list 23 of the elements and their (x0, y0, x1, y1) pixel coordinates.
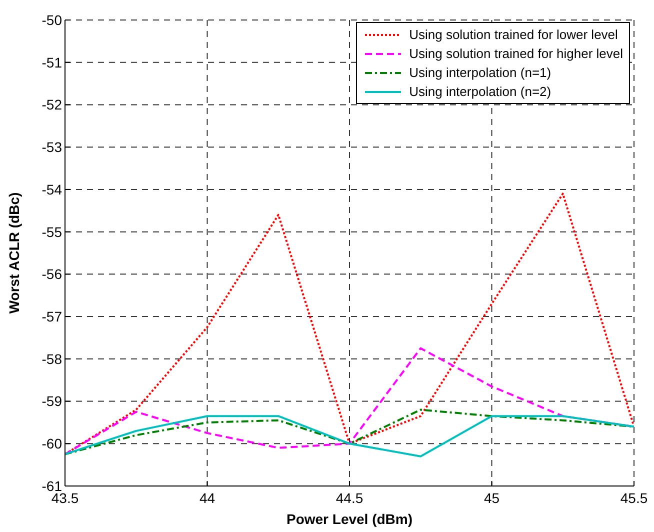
x-tick-label: 44 (199, 490, 216, 506)
legend-label: Using interpolation (n=2) (409, 84, 552, 99)
y-tick-label: -51 (42, 54, 62, 70)
y-tick-label: -53 (42, 139, 62, 156)
x-tick-label: 45 (484, 490, 500, 506)
line-series (65, 408, 634, 456)
y-tick-label: -50 (42, 12, 62, 28)
legend-label: Using interpolation (n=1) (409, 65, 552, 80)
y-tick-label: -59 (42, 393, 62, 410)
y-tick-label: -56 (42, 266, 62, 282)
x-tick-label: 45.5 (620, 490, 648, 506)
y-tick-label: -58 (42, 350, 62, 367)
x-axis-title: Power Level (dBm) (286, 511, 413, 527)
y-tick-label: -60 (42, 436, 62, 452)
x-tick-label: 44.5 (336, 490, 364, 506)
y-tick-label: -57 (42, 308, 62, 325)
y-tick-label: -54 (42, 181, 62, 198)
line-series (65, 415, 634, 458)
y-tick-label: -55 (42, 224, 62, 240)
legend-label: Using solution trained for lower level (409, 27, 618, 42)
y-tick-label: -52 (42, 96, 62, 113)
y-axis-title: Worst ACLR (dBc) (6, 192, 22, 314)
legend-label: Using solution trained for higher level (409, 46, 623, 61)
